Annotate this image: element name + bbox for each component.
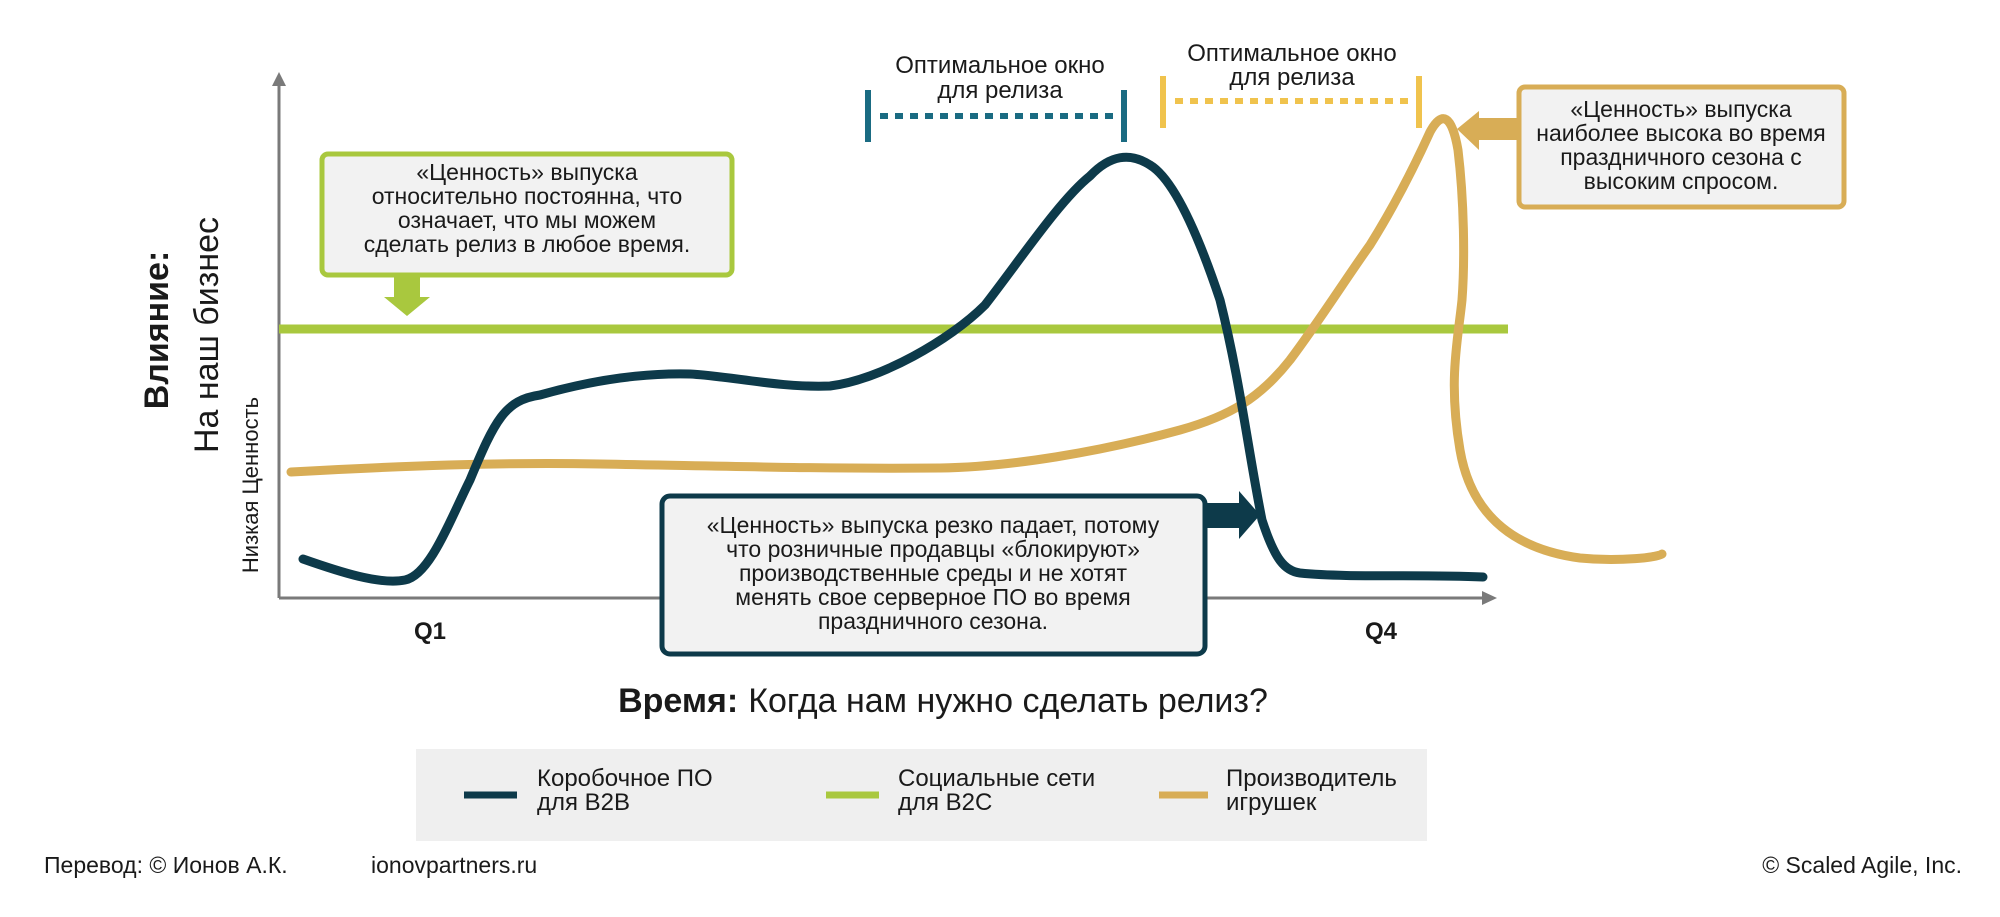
footer-copyright: © Scaled Agile, Inc. xyxy=(1762,852,1962,878)
footer-site: ionovpartners.ru xyxy=(371,852,537,878)
legend-panel xyxy=(416,749,1427,841)
x-tick-q4: Q4 xyxy=(1365,618,1398,645)
legend-label-b2c-line1: Социальные сети xyxy=(898,765,1095,792)
legend-label-toys-line2: игрушек xyxy=(1226,789,1317,816)
callout-navy-line5: праздничного сезона. xyxy=(818,608,1048,634)
window-gold-line2: для релиза xyxy=(1229,64,1355,91)
x-axis-arrow-icon xyxy=(1482,591,1497,605)
callout-green-line1: «Ценность» выпуска xyxy=(416,159,638,185)
callout-gold-line4: высоким спросом. xyxy=(1584,168,1779,194)
x-axis-title: Время: Когда нам нужно сделать релиз? xyxy=(618,682,1268,720)
x-tick-q1: Q1 xyxy=(414,618,446,645)
legend-label-b2b-line1: Коробочное ПО xyxy=(537,765,713,792)
callout-navy-line4: менять свое серверное ПО во время xyxy=(735,584,1130,610)
y-axis-title: Влияние: На наш бизнес Низкая Ценность xyxy=(138,217,263,573)
x-axis-title-regular: Когда нам нужно сделать релиз? xyxy=(748,682,1268,720)
y-axis-arrow-icon xyxy=(272,72,286,86)
callout-green-arrow-icon xyxy=(384,277,430,316)
window-gold-line1: Оптимальное окно xyxy=(1187,40,1396,67)
callout-navy: «Ценность» выпуска резко падает, потому … xyxy=(659,491,1260,657)
callout-navy-line1: «Ценность» выпуска резко падает, потому xyxy=(707,512,1160,538)
callout-green-line2: относительно постоянна, что xyxy=(372,183,683,209)
callout-green-box xyxy=(319,151,735,278)
y-axis-title-regular: На наш бизнес xyxy=(188,217,226,453)
series-b2b-curve xyxy=(298,152,1488,586)
callout-gold-line2: наиболее высока во время xyxy=(1536,120,1825,146)
legend: Коробочное ПО для B2B Социальные сети дл… xyxy=(416,749,1427,841)
callout-navy-line3: производственные среды и не хотят xyxy=(739,560,1128,586)
callout-gold-line1: «Ценность» выпуска xyxy=(1570,96,1792,122)
callout-navy-line2: что розничные продавцы «блокируют» xyxy=(726,536,1140,562)
callout-gold: «Ценность» выпуска наиболее высока во вр… xyxy=(1457,84,1847,210)
legend-label-b2c-line2: для B2C xyxy=(898,789,992,816)
window-blue-line1: Оптимальное окно xyxy=(895,52,1104,79)
callout-gold-line3: праздничного сезона с xyxy=(1560,144,1802,170)
window-blue-line2: для релиза xyxy=(937,77,1063,104)
callout-green-line4: сделать релиз в любое время. xyxy=(364,231,690,257)
series-toys-curve xyxy=(286,114,1667,564)
callout-green-line3: означает, что мы можем xyxy=(398,207,656,233)
y-axis-low-label: Низкая Ценность xyxy=(238,397,263,573)
callout-gold-arrow-icon xyxy=(1457,111,1517,150)
callout-gold-box xyxy=(1516,84,1847,210)
x-axis-title-bold: Время: xyxy=(618,682,738,720)
release-window-blue: Оптимальное окно для релиза xyxy=(865,52,1127,142)
callout-navy-box xyxy=(659,493,1208,657)
callout-green: «Ценность» выпуска относительно постоянн… xyxy=(319,151,735,316)
legend-label-b2b-line2: для B2B xyxy=(537,789,630,816)
callout-navy-arrow-icon xyxy=(1207,491,1260,539)
footer-translation: Перевод: © Ионов А.К. xyxy=(44,852,288,878)
legend-label-toys-line1: Производитель xyxy=(1226,765,1397,792)
y-axis-title-bold: Влияние: xyxy=(138,251,176,410)
release-window-gold: Оптимальное окно для релиза xyxy=(1160,40,1422,128)
